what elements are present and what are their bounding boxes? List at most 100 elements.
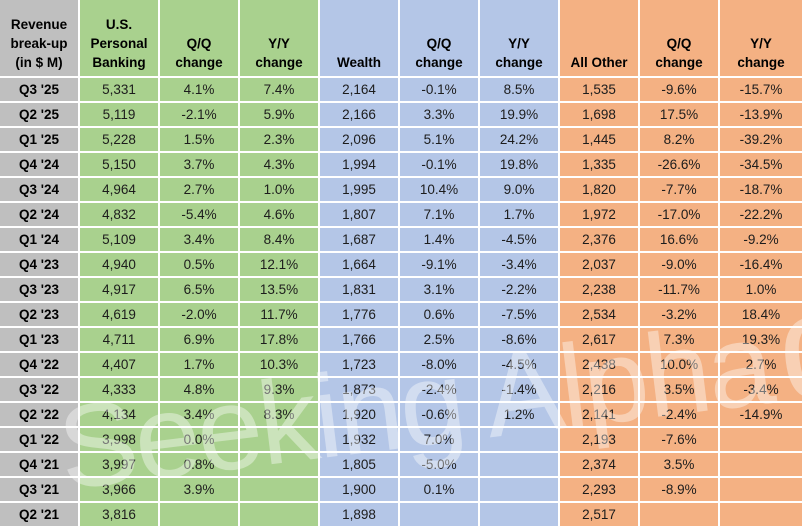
table-cell: 13.5% [240,278,320,303]
table-cell [400,503,480,527]
table-cell: 2,517 [560,503,640,527]
table-cell: -16.4% [720,253,802,278]
table-cell: 16.6% [640,228,720,253]
table-cell: 10.0% [640,353,720,378]
table-cell: 4,940 [80,253,160,278]
table-cell: 5.1% [400,128,480,153]
table-cell: -7.6% [640,428,720,453]
table-cell: 19.8% [480,153,560,178]
table-cell: -34.5% [720,153,802,178]
row-label: Q3 '22 [0,378,80,403]
table-cell [480,478,560,503]
table-cell: -15.7% [720,78,802,103]
table-cell: 2,096 [320,128,400,153]
table-cell: 2,193 [560,428,640,453]
row-label: Q4 '22 [0,353,80,378]
table-cell: -9.2% [720,228,802,253]
table-cell: 1,898 [320,503,400,527]
table-cell: 4.8% [160,378,240,403]
table-cell: 6.9% [160,328,240,353]
table-cell: 1,820 [560,178,640,203]
column-header: Wealth [320,0,400,78]
table-cell: -5.0% [400,453,480,478]
table-cell: -5.4% [160,203,240,228]
table-row: Q4 '24 5,150 3.7% 4.3% 1,994 -0.1% 19.8% 1,335-… [0,153,802,178]
table-row: Q2 '24 4,832 -5.4% 4.6% 1,807 7.1% 1.7% 1,972 -1… [0,203,802,228]
table-title: Revenue break-up (in $ M) [0,0,80,78]
table-cell: 3.5% [640,453,720,478]
table-cell: -8.0% [400,353,480,378]
table-cell: 2.7% [720,353,802,378]
row-label: Q1 '24 [0,228,80,253]
table-cell: 2,534 [560,303,640,328]
table-cell: -8.9% [640,478,720,503]
table-row: Q4 '21 3,997 0.8% 1,805 -5.0% 2,374 3.5% [0,453,802,478]
table-cell [720,478,802,503]
table-body: Q3 '25 5,331 4.1% 7.4% 2,164 -0.1% 8.5% 1,535 -9… [0,78,802,527]
table-row: Q1 '24 5,109 3.4% 8.4% 1,687 1.4% -4.5% 2,376 16… [0,228,802,253]
column-header: Q/Q change [160,0,240,78]
table-cell: -39.2% [720,128,802,153]
table-cell: -2.2% [480,278,560,303]
table-cell: -18.7% [720,178,802,203]
table-cell: 2.3% [240,128,320,153]
table-cell: 2.7% [160,178,240,203]
table-cell: 1,920 [320,403,400,428]
table-cell: -9.6% [640,78,720,103]
table-cell: 2,438 [560,353,640,378]
table-row: Q1 '22 3,998 0.0% 1,932 7.0% 2,193 -7.6% [0,428,802,453]
table-cell: 18.4% [720,303,802,328]
table-cell: 4,832 [80,203,160,228]
table-row: Q3 '22 4,333 4.8% 9.3% 1,873 -2.4% -1.4% 2,216 3… [0,378,802,403]
table-cell: 1,776 [320,303,400,328]
table-cell: 1,932 [320,428,400,453]
table-cell: -3.4% [720,378,802,403]
table-cell: -14.9% [720,403,802,428]
table-cell: -4.5% [480,353,560,378]
row-label: Q3 '24 [0,178,80,203]
table-cell: 5,150 [80,153,160,178]
table-row: Q2 '22 4,134 3.4% 8.3% 1,920 -0.6% 1.2% 2,141 -2… [0,403,802,428]
table-cell [480,453,560,478]
table-cell: 4,619 [80,303,160,328]
table-cell: -13.9% [720,103,802,128]
table-cell: 3.3% [400,103,480,128]
table-cell: 3.9% [160,478,240,503]
table-cell [720,428,802,453]
table-cell: 10.4% [400,178,480,203]
table-cell: -0.6% [400,403,480,428]
table-cell: -3.4% [480,253,560,278]
table-row: Q1 '25 5,228 1.5% 2.3% 2,096 5.1% 24.2% 1,445 8.… [0,128,802,153]
table-cell: 2,617 [560,328,640,353]
table-cell: 4,407 [80,353,160,378]
table-cell: 3.1% [400,278,480,303]
table-cell: 1.0% [720,278,802,303]
table-cell: 5,109 [80,228,160,253]
table-cell: 4.6% [240,203,320,228]
table-cell [480,503,560,527]
table-cell: 3.5% [640,378,720,403]
table-cell: 19.3% [720,328,802,353]
row-label: Q2 '23 [0,303,80,328]
table-cell: 8.3% [240,403,320,428]
table-cell: 2,037 [560,253,640,278]
table-cell: -3.2% [640,303,720,328]
table-cell: 3.4% [160,403,240,428]
table-cell: -0.1% [400,78,480,103]
table-row: Q1 '23 4,711 6.9% 17.8% 1,766 2.5% -8.6% 2,617 7… [0,328,802,353]
table-cell: 0.6% [400,303,480,328]
row-label: Q4 '24 [0,153,80,178]
column-header: U.S. Personal Banking [80,0,160,78]
table-cell: 7.0% [400,428,480,453]
table-cell: -2.1% [160,103,240,128]
row-label: Q1 '25 [0,128,80,153]
table-cell: 2,141 [560,403,640,428]
table-cell: 7.3% [640,328,720,353]
table-cell: 2.5% [400,328,480,353]
table-cell: 1,766 [320,328,400,353]
table-cell: 10.3% [240,353,320,378]
table-cell: 1,664 [320,253,400,278]
table-cell: 5,228 [80,128,160,153]
table-cell: 6.5% [160,278,240,303]
